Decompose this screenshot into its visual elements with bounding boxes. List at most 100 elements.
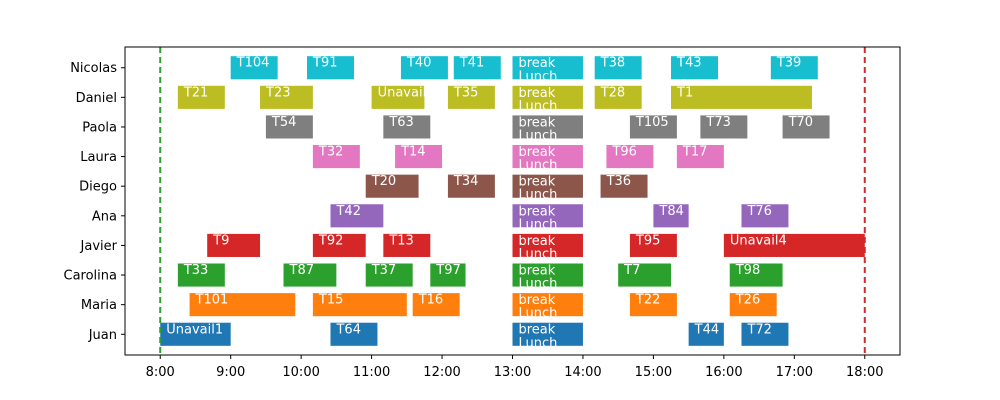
- task-label: T95: [635, 233, 660, 248]
- task-bar: [594, 56, 642, 80]
- task-bar: [312, 233, 366, 257]
- y-tick-label: Nicolas: [70, 61, 117, 76]
- task-label: T43: [676, 56, 701, 71]
- task-label: T84: [658, 204, 683, 219]
- task-bar: [260, 85, 313, 109]
- y-tick-label: Juan: [88, 328, 117, 343]
- task-bar: [312, 293, 407, 317]
- y-tick-label: Diego: [79, 180, 117, 195]
- task-bar: [330, 204, 384, 228]
- task-bar: [189, 293, 296, 317]
- task-bar: [629, 293, 677, 317]
- task-bar: [447, 85, 495, 109]
- task-label: T37: [371, 263, 396, 278]
- task-bar: [741, 204, 789, 228]
- task-label: T72: [746, 322, 771, 337]
- task-bar: [160, 322, 231, 346]
- task-label: Lunch: [519, 129, 558, 144]
- task-bar: [512, 293, 583, 317]
- task-label: T91: [312, 56, 337, 71]
- task-label: T21: [183, 85, 208, 100]
- y-tick-label: Laura: [80, 150, 117, 165]
- x-tick-label: 16:00: [705, 365, 742, 380]
- task-label: Lunch: [519, 277, 558, 292]
- task-label: T70: [788, 115, 813, 130]
- task-label: break: [519, 56, 556, 71]
- task-label: T32: [318, 145, 343, 160]
- task-label: T40: [406, 56, 431, 71]
- task-label: T87: [289, 263, 314, 278]
- y-tick-label: Maria: [81, 298, 117, 313]
- y-tick-label: Daniel: [76, 91, 117, 106]
- task-bar: [383, 115, 431, 139]
- task-label: Lunch: [519, 188, 558, 203]
- task-label: T44: [694, 322, 719, 337]
- task-bar: [653, 204, 689, 228]
- task-label: T16: [418, 293, 443, 308]
- task-label: Lunch: [519, 99, 558, 114]
- task-label: Lunch: [519, 336, 558, 351]
- task-label: Unavail4: [730, 233, 787, 248]
- x-tick-label: 12:00: [423, 365, 460, 380]
- x-tick-label: 11:00: [353, 365, 390, 380]
- task-label: T38: [600, 56, 625, 71]
- task-label: break: [519, 175, 556, 190]
- x-tick-label: 15:00: [635, 365, 672, 380]
- task-bar: [283, 263, 337, 287]
- task-bar: [230, 56, 278, 80]
- task-bar: [688, 322, 724, 346]
- task-label: T101: [195, 293, 229, 308]
- task-label: Lunch: [519, 217, 558, 232]
- y-axis: Nicolas Daniel Paola Laura Diego Ana Javier Car…: [64, 61, 125, 343]
- task-label: T23: [265, 85, 290, 100]
- task-bar: [629, 233, 677, 257]
- task-label: break: [519, 234, 556, 249]
- task-bar: [671, 56, 718, 80]
- task-bar: [700, 115, 748, 139]
- task-bar: [447, 174, 495, 198]
- task-bar: [330, 322, 378, 346]
- task-label: T17: [682, 145, 707, 160]
- task-bar: [400, 56, 448, 80]
- task-bar: [512, 85, 583, 109]
- task-label: T41: [459, 56, 484, 71]
- task-bar: [770, 56, 818, 80]
- task-bar: [600, 174, 648, 198]
- task-label: T76: [746, 204, 771, 219]
- task-bar: [512, 263, 583, 287]
- task-label: T98: [735, 263, 760, 278]
- task-bar: [512, 233, 583, 257]
- task-label: T105: [635, 115, 669, 130]
- task-label: T28: [600, 85, 625, 100]
- task-label: T9: [212, 233, 229, 248]
- task-label: T26: [735, 293, 760, 308]
- task-label: T92: [318, 233, 343, 248]
- task-label: T96: [611, 145, 636, 160]
- task-bar: [177, 85, 225, 109]
- y-tick-label: Javier: [80, 239, 118, 254]
- task-label: break: [519, 323, 556, 338]
- task-bar: [729, 263, 783, 287]
- y-tick-label: Ana: [92, 209, 117, 224]
- task-bar: [629, 115, 677, 139]
- task-bar: [782, 115, 830, 139]
- x-tick-label: 10:00: [282, 365, 319, 380]
- task-bar: [265, 115, 313, 139]
- task-bar: [365, 174, 419, 198]
- task-label: break: [519, 263, 556, 278]
- task-bar: [512, 174, 583, 198]
- task-label: T36: [606, 174, 631, 189]
- x-tick-label: 17:00: [776, 365, 813, 380]
- x-tick-label: 18:00: [846, 365, 883, 380]
- task-bar: [312, 145, 360, 169]
- task-label: T13: [388, 233, 413, 248]
- task-bar: [412, 293, 460, 317]
- task-bar: [207, 233, 261, 257]
- task-bar: [512, 115, 583, 139]
- y-tick-label: Paola: [82, 120, 117, 135]
- task-label: Lunch: [519, 306, 558, 321]
- task-label: T63: [388, 115, 413, 130]
- task-label: T14: [400, 145, 425, 160]
